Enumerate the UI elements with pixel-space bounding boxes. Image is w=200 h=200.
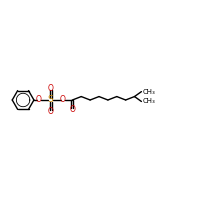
Text: O: O [48, 84, 54, 93]
Text: O: O [36, 96, 42, 104]
Text: CH₃: CH₃ [142, 89, 155, 95]
Text: O: O [69, 105, 75, 114]
Text: O: O [48, 107, 54, 116]
Text: CH₃: CH₃ [142, 98, 155, 104]
Text: O: O [60, 96, 65, 104]
Text: S: S [48, 96, 54, 104]
